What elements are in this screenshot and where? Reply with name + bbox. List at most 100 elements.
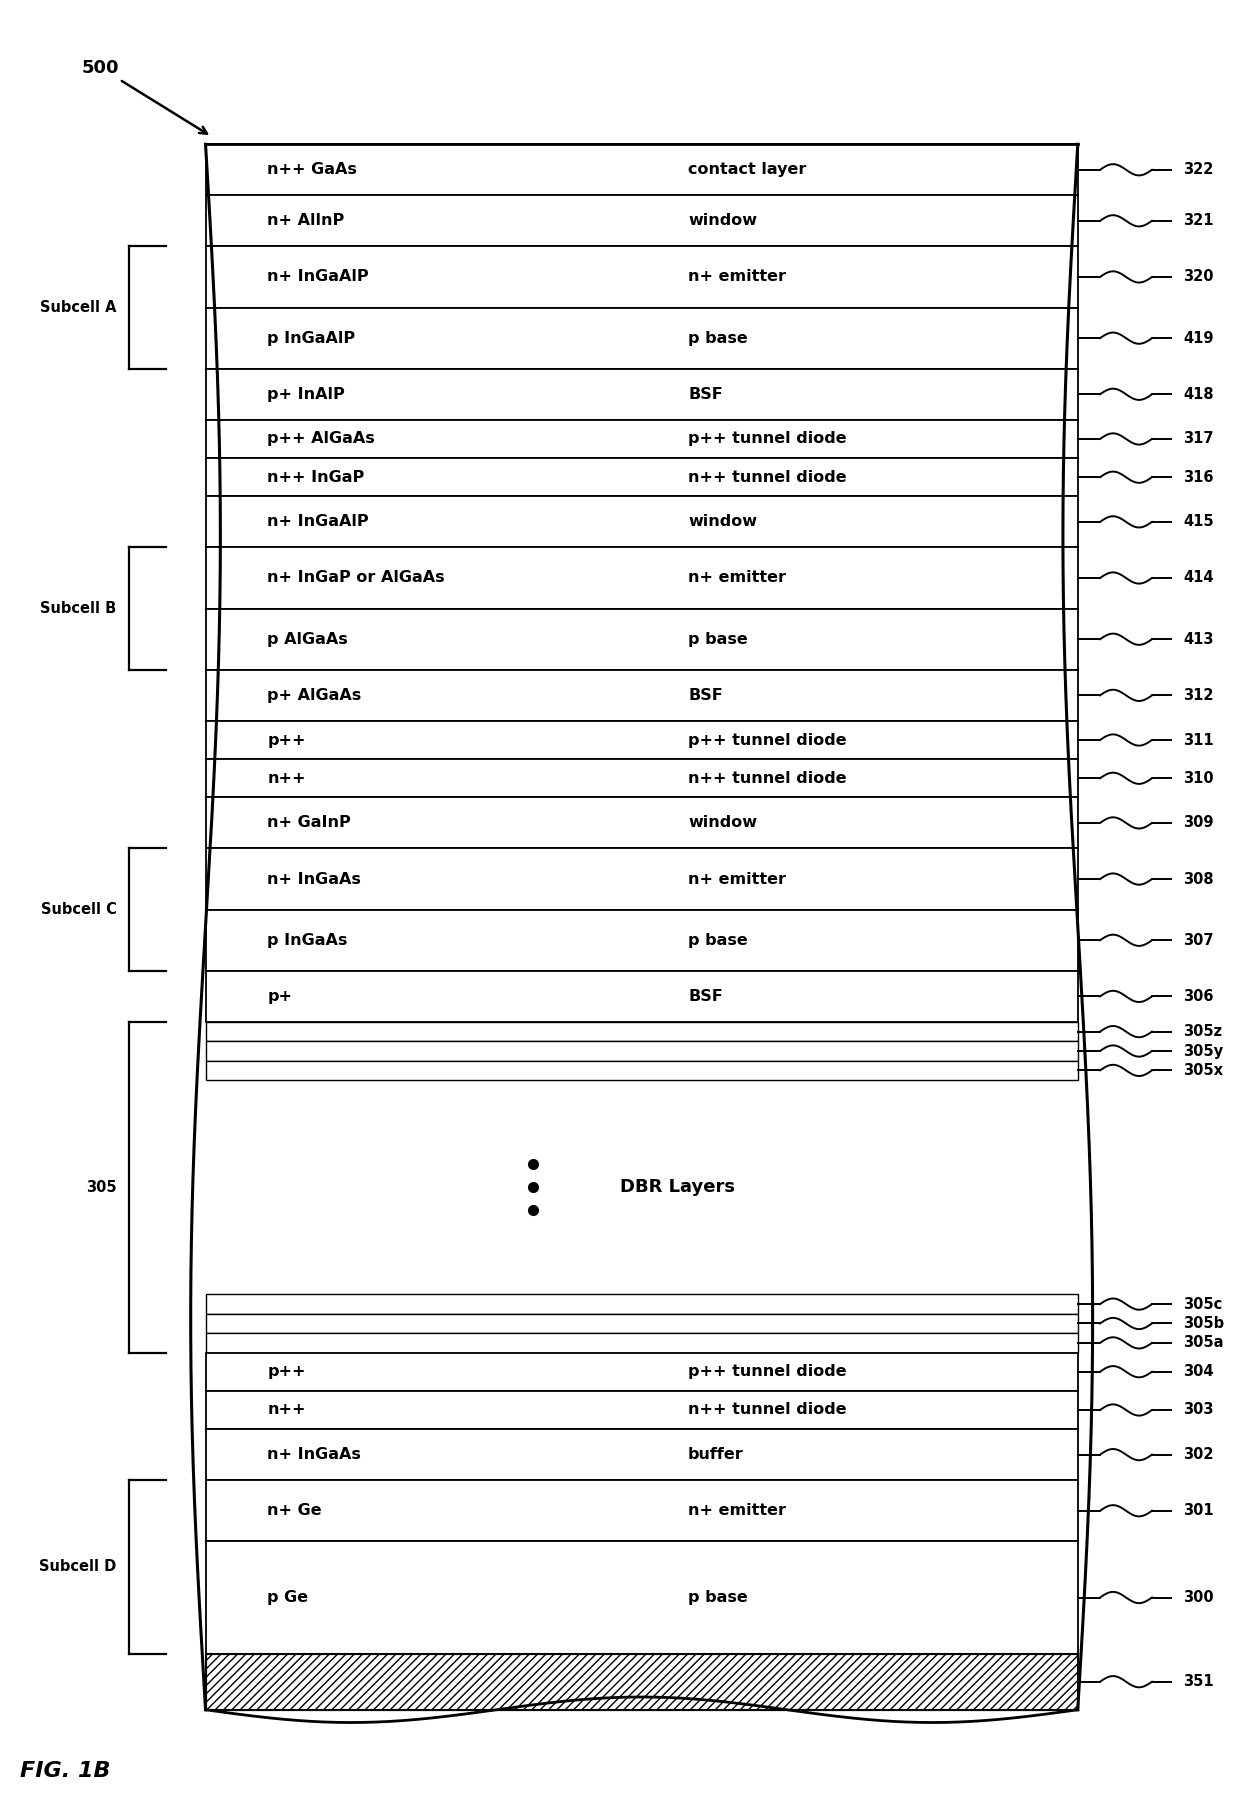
Text: 418: 418: [1183, 388, 1214, 402]
Text: n+ InGaAs: n+ InGaAs: [268, 871, 361, 887]
Bar: [206, 1295, 1078, 1314]
Text: 303: 303: [1183, 1403, 1214, 1417]
Bar: [206, 247, 1078, 308]
Text: Subcell C: Subcell C: [41, 902, 117, 918]
Text: n+ InGaAlP: n+ InGaAlP: [268, 514, 370, 530]
Text: BSF: BSF: [688, 689, 723, 703]
Text: buffer: buffer: [688, 1448, 744, 1462]
Bar: [206, 458, 1078, 496]
Text: 305x: 305x: [1183, 1064, 1223, 1078]
Text: 311: 311: [1183, 732, 1214, 748]
Bar: [206, 548, 1078, 609]
Text: p base: p base: [688, 932, 748, 948]
Text: n+ InGaAlP: n+ InGaAlP: [268, 269, 370, 285]
Text: window: window: [688, 514, 758, 530]
Bar: [206, 849, 1078, 911]
Bar: [206, 721, 1078, 759]
Text: 320: 320: [1183, 269, 1214, 285]
Text: 305y: 305y: [1183, 1044, 1223, 1058]
Text: p InGaAlP: p InGaAlP: [268, 330, 356, 346]
Text: 306: 306: [1183, 988, 1214, 1004]
Text: 308: 308: [1183, 871, 1214, 887]
Bar: [206, 1080, 1078, 1295]
Text: 419: 419: [1183, 330, 1214, 346]
Text: n+ InGaAs: n+ InGaAs: [268, 1448, 361, 1462]
Text: 300: 300: [1183, 1590, 1214, 1605]
Text: 413: 413: [1183, 631, 1214, 647]
Bar: [206, 1430, 1078, 1480]
Text: 305: 305: [86, 1179, 117, 1195]
Text: BSF: BSF: [688, 388, 723, 402]
Bar: [206, 671, 1078, 721]
Text: 321: 321: [1183, 213, 1214, 229]
Text: p++ tunnel diode: p++ tunnel diode: [688, 732, 847, 748]
Text: 415: 415: [1183, 514, 1214, 530]
Text: n++: n++: [268, 770, 306, 786]
Bar: [206, 1653, 1078, 1709]
Text: n++ InGaP: n++ InGaP: [268, 471, 365, 485]
Bar: [206, 1332, 1078, 1352]
Text: p++ tunnel diode: p++ tunnel diode: [688, 1365, 847, 1379]
Text: n+ emitter: n+ emitter: [688, 570, 786, 586]
Text: p base: p base: [688, 1590, 748, 1605]
Text: 309: 309: [1183, 815, 1214, 831]
Bar: [206, 1042, 1078, 1060]
Text: n+ InGaP or AlGaAs: n+ InGaP or AlGaAs: [268, 570, 445, 586]
Text: p AlGaAs: p AlGaAs: [268, 631, 348, 647]
Text: Subcell D: Subcell D: [40, 1560, 117, 1574]
Text: BSF: BSF: [688, 988, 723, 1004]
Text: window: window: [688, 213, 758, 229]
Text: 414: 414: [1183, 570, 1214, 586]
Text: p InGaAs: p InGaAs: [268, 932, 347, 948]
Text: n++ tunnel diode: n++ tunnel diode: [688, 770, 847, 786]
Text: p base: p base: [688, 631, 748, 647]
Bar: [206, 370, 1078, 420]
Text: p++ AlGaAs: p++ AlGaAs: [268, 431, 376, 447]
Text: Subcell B: Subcell B: [40, 600, 117, 617]
Bar: [206, 1022, 1078, 1042]
Bar: [206, 496, 1078, 548]
Text: 305b: 305b: [1183, 1316, 1224, 1331]
Text: 312: 312: [1183, 689, 1214, 703]
Text: contact layer: contact layer: [688, 162, 806, 177]
Text: FIG. 1B: FIG. 1B: [20, 1762, 110, 1781]
Text: n+ emitter: n+ emitter: [688, 871, 786, 887]
Bar: [206, 911, 1078, 970]
Bar: [206, 609, 1078, 671]
Bar: [206, 308, 1078, 370]
Bar: [206, 144, 1078, 195]
Bar: [206, 1653, 1078, 1709]
Text: 305c: 305c: [1183, 1296, 1223, 1311]
Text: 310: 310: [1183, 770, 1214, 786]
Text: 305z: 305z: [1183, 1024, 1223, 1039]
Text: 307: 307: [1183, 932, 1214, 948]
Text: 305a: 305a: [1183, 1336, 1224, 1350]
Bar: [206, 420, 1078, 458]
Text: p++: p++: [268, 1365, 306, 1379]
Bar: [206, 759, 1078, 797]
Bar: [206, 1314, 1078, 1332]
Text: n+ GaInP: n+ GaInP: [268, 815, 351, 831]
Text: n+ Ge: n+ Ge: [268, 1504, 322, 1518]
Bar: [206, 195, 1078, 247]
Bar: [206, 797, 1078, 849]
Text: 302: 302: [1183, 1448, 1214, 1462]
Text: p Ge: p Ge: [268, 1590, 309, 1605]
Bar: [206, 970, 1078, 1022]
Bar: [206, 1542, 1078, 1653]
Text: 304: 304: [1183, 1365, 1214, 1379]
Text: 351: 351: [1183, 1675, 1214, 1689]
Text: p+ AlGaAs: p+ AlGaAs: [268, 689, 362, 703]
Text: Subcell A: Subcell A: [40, 299, 117, 316]
Text: 317: 317: [1183, 431, 1214, 447]
Bar: [206, 1390, 1078, 1430]
Text: p base: p base: [688, 330, 748, 346]
Text: window: window: [688, 815, 758, 831]
Text: 316: 316: [1183, 471, 1214, 485]
Text: n++ tunnel diode: n++ tunnel diode: [688, 471, 847, 485]
Text: DBR Layers: DBR Layers: [620, 1177, 735, 1195]
Text: 322: 322: [1183, 162, 1213, 177]
Bar: [206, 1480, 1078, 1542]
Text: p+: p+: [268, 988, 293, 1004]
Bar: [206, 1352, 1078, 1390]
